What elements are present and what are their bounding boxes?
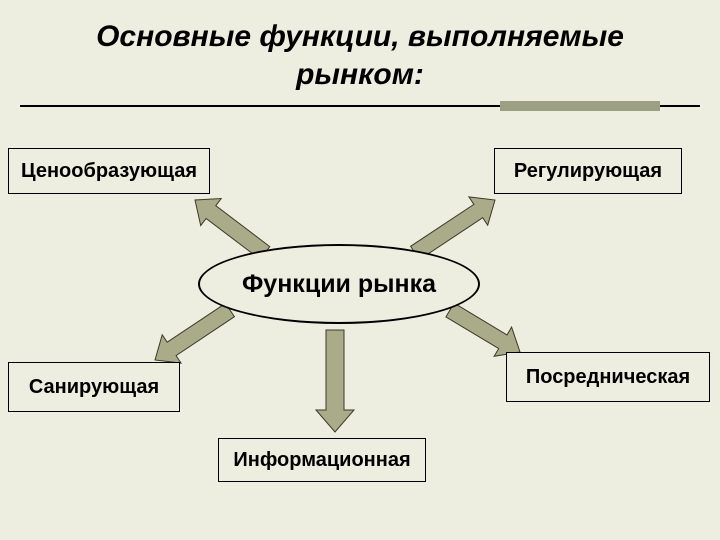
center-label: Функции рынка: [242, 270, 436, 299]
box-bottom-label: Информационная: [233, 449, 410, 472]
title-underline: [20, 101, 700, 117]
box-bot-left: Санирующая: [8, 362, 180, 412]
box-top-left-label: Ценообразующая: [21, 160, 197, 183]
page-title: Основные функции, выполняемые рынком:: [0, 0, 720, 101]
arrow: [446, 303, 520, 356]
underline-thick: [500, 101, 660, 111]
box-bot-right: Посредническая: [506, 352, 710, 402]
arrow: [411, 197, 495, 260]
box-bottom: Информационная: [218, 438, 426, 482]
box-top-right-label: Регулирующая: [514, 160, 662, 183]
box-bot-left-label: Санирующая: [29, 376, 159, 399]
box-bot-right-label: Посредническая: [526, 366, 690, 389]
center-node: Функции рынка: [198, 244, 480, 324]
box-top-left: Ценообразующая: [8, 148, 210, 194]
arrow: [155, 303, 234, 363]
arrow: [316, 330, 354, 432]
box-top-right: Регулирующая: [494, 148, 682, 194]
